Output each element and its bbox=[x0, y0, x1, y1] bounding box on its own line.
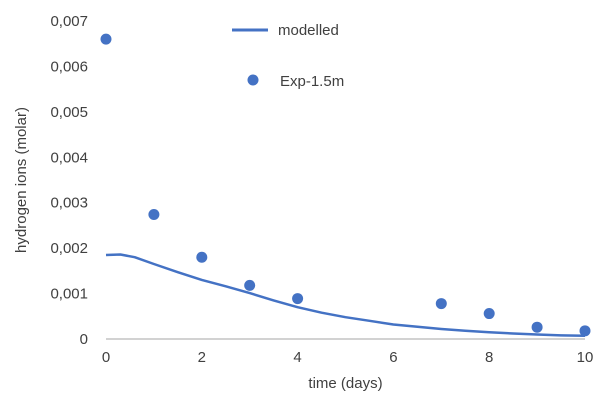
x-axis-title: time (days) bbox=[308, 375, 382, 392]
legend-exp-label: Exp-1.5m bbox=[280, 73, 344, 90]
y-tick-label: 0,002 bbox=[50, 240, 88, 257]
x-tick-label: 10 bbox=[577, 349, 594, 366]
series-exp-point bbox=[100, 33, 112, 45]
y-tick-label: 0,004 bbox=[50, 149, 88, 166]
legend-modelled-label: modelled bbox=[278, 22, 339, 39]
series-exp-point bbox=[435, 298, 447, 310]
x-tick-label: 4 bbox=[293, 349, 301, 366]
series-exp-point bbox=[531, 321, 543, 333]
x-tick-label: 8 bbox=[485, 349, 493, 366]
y-axis-ticks: 0 0,001 0,002 0,003 0,004 0,005 0,006 0,007 bbox=[50, 13, 88, 348]
series-exp-point bbox=[579, 325, 591, 337]
series-modelled-line bbox=[105, 253, 586, 338]
legend: modelled Exp-1.5m bbox=[232, 22, 344, 90]
series-exp-point bbox=[148, 209, 160, 221]
y-tick-label: 0,007 bbox=[50, 13, 88, 30]
legend-exp-marker bbox=[247, 74, 259, 86]
y-tick-label: 0,003 bbox=[50, 195, 88, 212]
y-tick-label: 0,001 bbox=[50, 286, 88, 303]
y-tick-label: 0,005 bbox=[50, 104, 88, 121]
y-tick-label: 0,006 bbox=[50, 58, 88, 75]
series-exp-point bbox=[483, 308, 495, 320]
y-axis-title: hydrogen ions (molar) bbox=[13, 107, 30, 253]
y-tick-label: 0 bbox=[80, 331, 88, 348]
series-exp-point bbox=[244, 279, 256, 291]
x-tick-label: 0 bbox=[102, 349, 110, 366]
x-tick-label: 6 bbox=[389, 349, 397, 366]
plot-area bbox=[100, 33, 591, 338]
x-tick-label: 2 bbox=[198, 349, 206, 366]
series-exp-point bbox=[292, 293, 304, 305]
x-axis-ticks: 0 2 4 6 8 10 bbox=[102, 349, 594, 366]
series-exp-point bbox=[196, 251, 208, 263]
